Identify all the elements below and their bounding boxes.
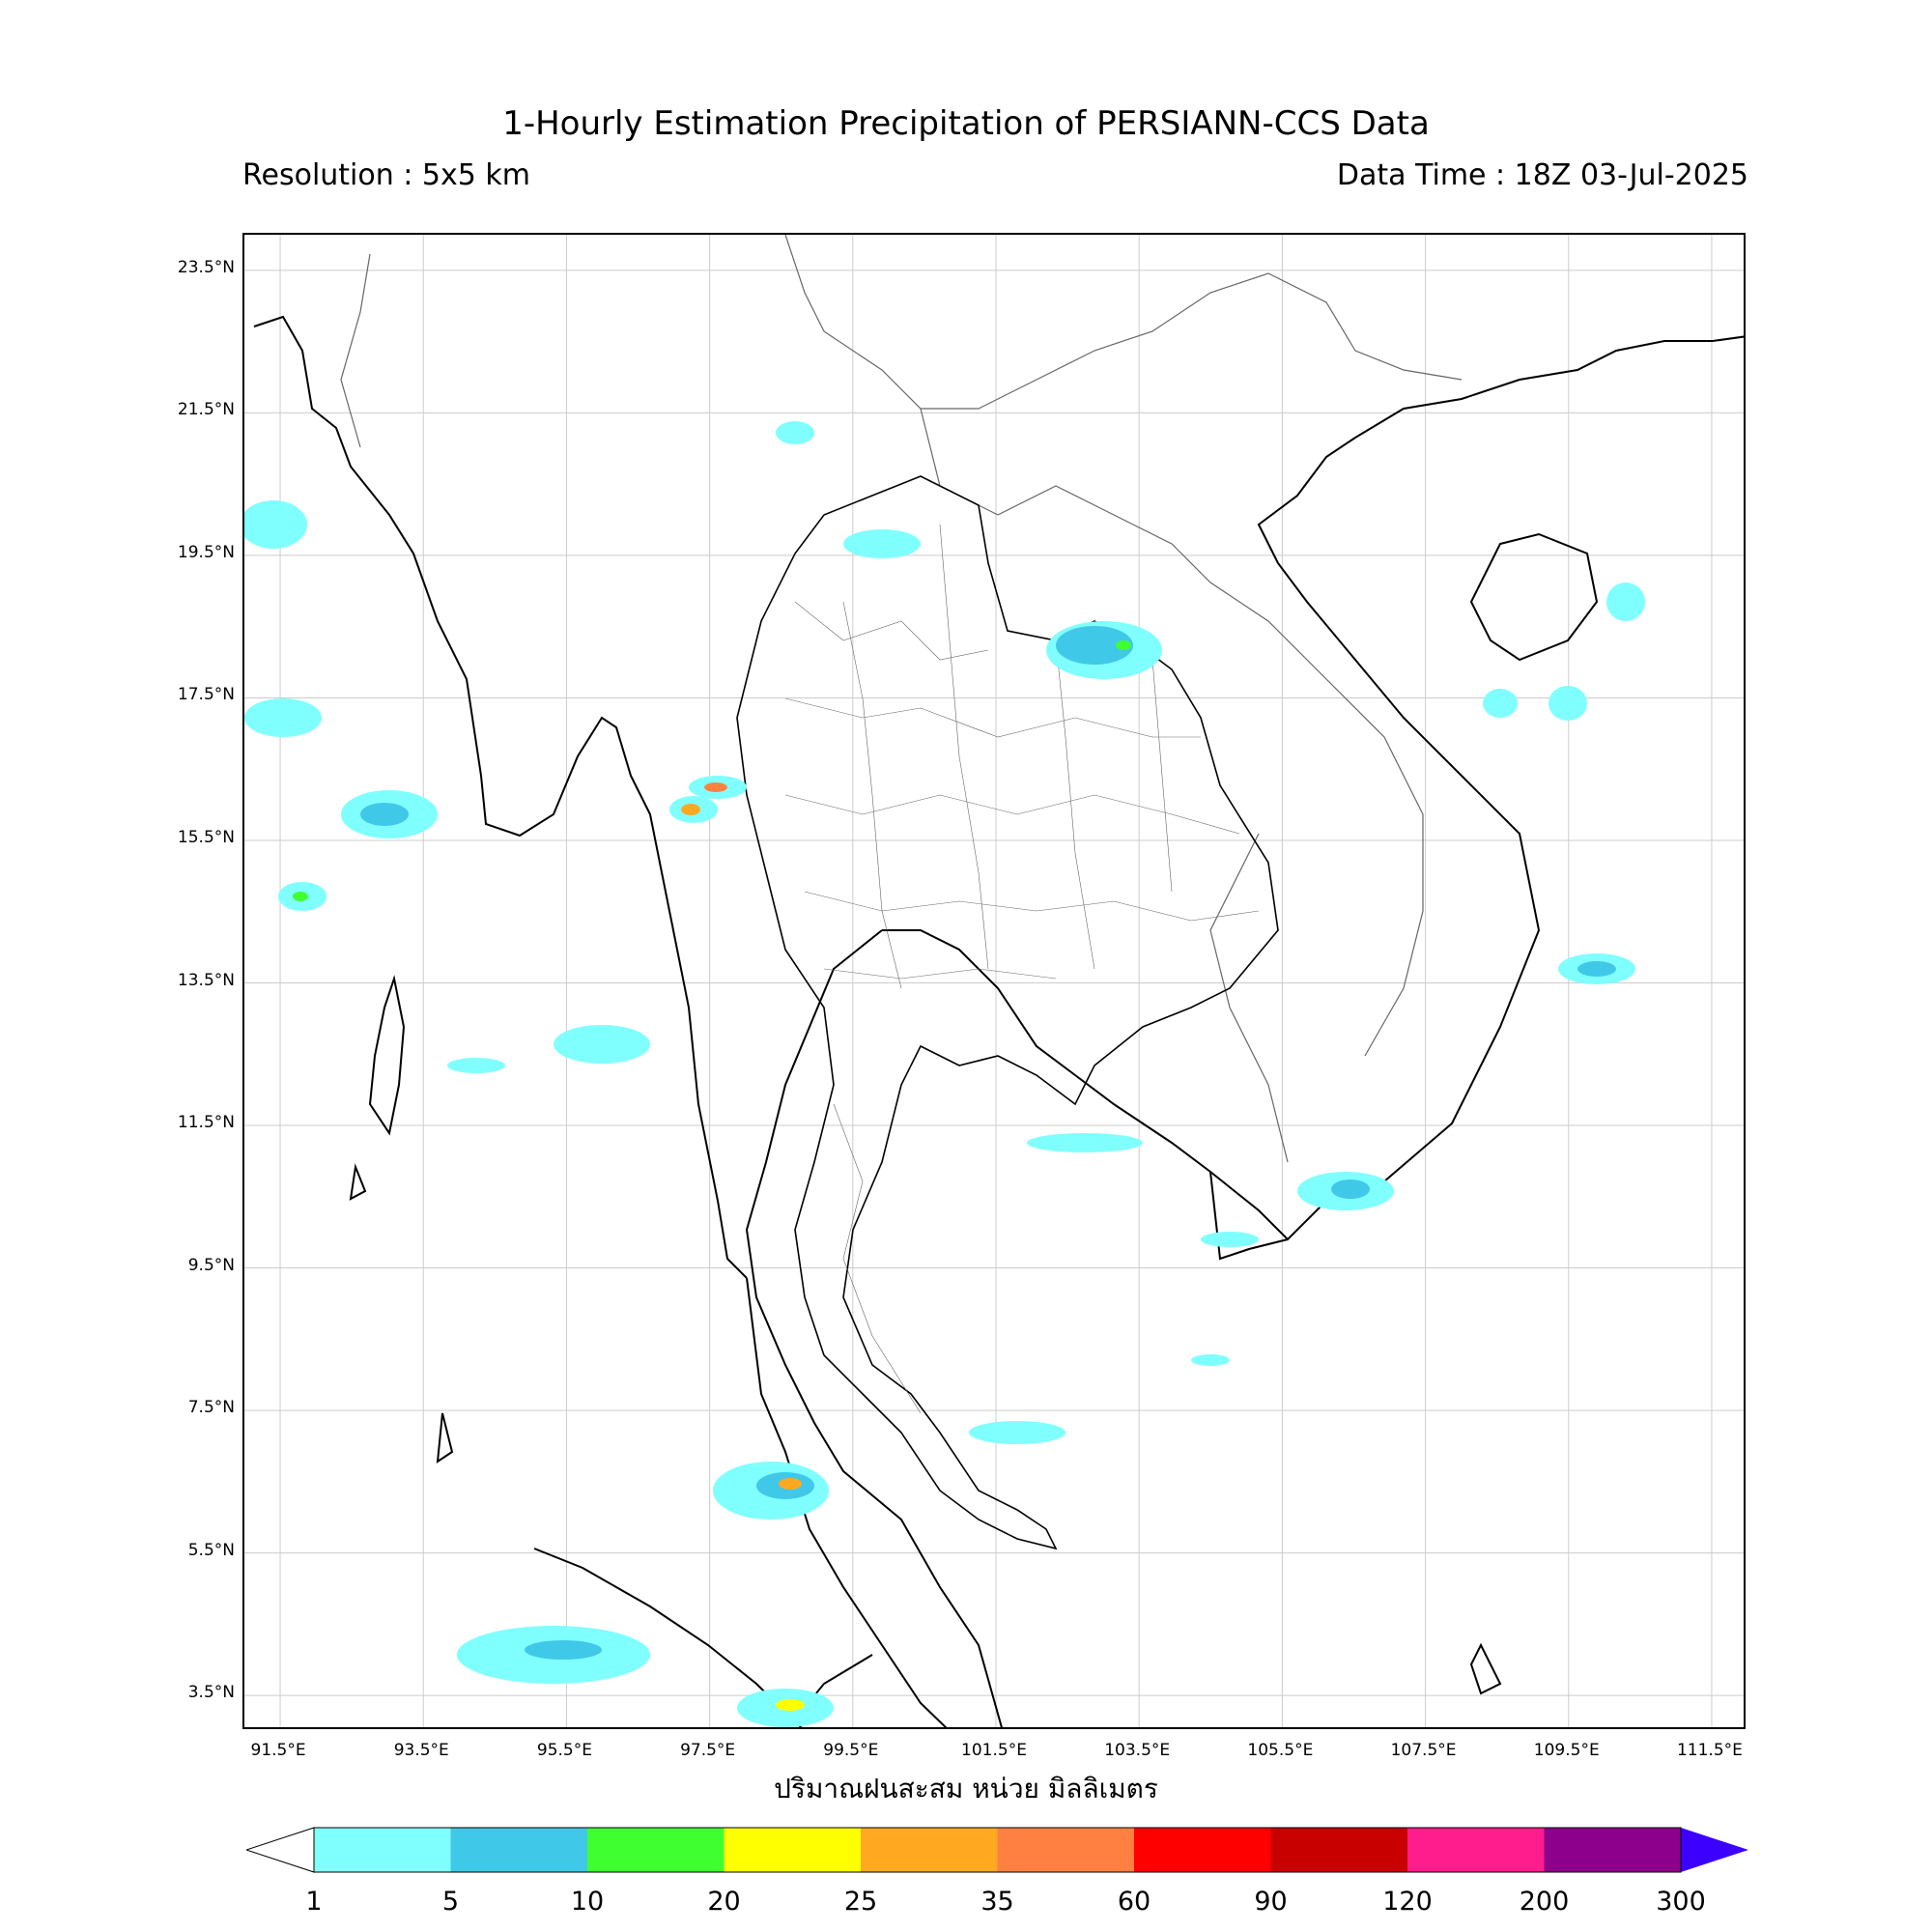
lon-tick-label: 91.5°E: [250, 1741, 306, 1760]
colorbar-over-arrow: [1681, 1828, 1748, 1872]
lat-tick-label: 15.5°N: [177, 827, 235, 847]
lat-tick-label: 3.5°N: [187, 1683, 235, 1703]
colorbar-segment: [861, 1828, 998, 1872]
lon-tick-label: 101.5°E: [961, 1741, 1027, 1760]
colorbar-segment: [1407, 1828, 1545, 1872]
colorbar-tick-label: 20: [707, 1887, 741, 1917]
lon-tick-label: 97.5°E: [680, 1741, 736, 1760]
colorbar-segment: [997, 1828, 1134, 1872]
colorbar-segment: [1544, 1828, 1681, 1872]
colorbar-segment: [587, 1828, 724, 1872]
lat-tick-label: 23.5°N: [177, 257, 235, 277]
map-title: 1-Hourly Estimation Precipitation of PER…: [502, 104, 1430, 143]
country-borders: [340, 235, 1463, 1163]
province-lines: [784, 524, 1260, 1414]
lat-tick-label: 7.5°N: [187, 1398, 235, 1418]
map-panel: [242, 233, 1746, 1729]
lon-tick-label: 103.5°E: [1104, 1741, 1171, 1760]
lat-tick-label: 9.5°N: [187, 1255, 235, 1275]
lon-tick-label: 111.5°E: [1676, 1741, 1743, 1760]
x-axis-label: ปริมาณฝนสะสม หน่วย มิลลิเมตร: [774, 1773, 1158, 1804]
colorbar-tick-label: 90: [1254, 1887, 1288, 1917]
lon-tick-label: 95.5°E: [536, 1741, 592, 1760]
colorbar-segment: [450, 1828, 587, 1872]
colorbar-tick-label: 25: [843, 1887, 878, 1917]
colorbar-tick-label: 5: [441, 1887, 460, 1917]
colorbar-segment: [1270, 1828, 1407, 1872]
thailand-outline: [736, 475, 1279, 1550]
colorbar-under-arrow: [246, 1827, 315, 1873]
lat-tick-label: 21.5°N: [177, 400, 235, 420]
lat-tick-label: 11.5°N: [177, 1113, 235, 1133]
resolution-label: Resolution : 5x5 km: [242, 158, 530, 192]
colorbar-segment: [1134, 1828, 1271, 1872]
colorbar-segment: [314, 1828, 451, 1872]
lon-tick-label: 93.5°E: [393, 1741, 449, 1760]
lon-tick-label: 105.5°E: [1247, 1741, 1314, 1760]
lat-tick-label: 19.5°N: [177, 542, 235, 562]
precipitation-areas: [244, 421, 1645, 1727]
lat-tick-label: 13.5°N: [177, 970, 235, 990]
colorbar-tick-label: 60: [1117, 1887, 1151, 1917]
colorbar: [246, 1827, 1748, 1873]
colorbar-segment: [724, 1828, 861, 1872]
map-canvas: [244, 235, 1744, 1727]
data-time-label: Data Time : 18Z 03-Jul-2025: [1336, 158, 1748, 192]
gridlines: [244, 235, 1744, 1727]
lon-tick-label: 109.5°E: [1533, 1741, 1600, 1760]
lon-tick-label: 107.5°E: [1390, 1741, 1457, 1760]
coastlines: [253, 315, 1744, 1727]
colorbar-tick-label: 120: [1382, 1887, 1433, 1917]
lat-tick-label: 5.5°N: [187, 1540, 235, 1560]
lon-tick-label: 99.5°E: [823, 1741, 879, 1760]
colorbar-tick-label: 10: [570, 1887, 605, 1917]
lat-tick-label: 17.5°N: [177, 685, 235, 705]
colorbar-tick-label: 35: [980, 1887, 1014, 1917]
colorbar-tick-label: 300: [1656, 1887, 1706, 1917]
colorbar-tick-label: 200: [1519, 1887, 1570, 1917]
colorbar-tick-label: 1: [305, 1887, 323, 1917]
